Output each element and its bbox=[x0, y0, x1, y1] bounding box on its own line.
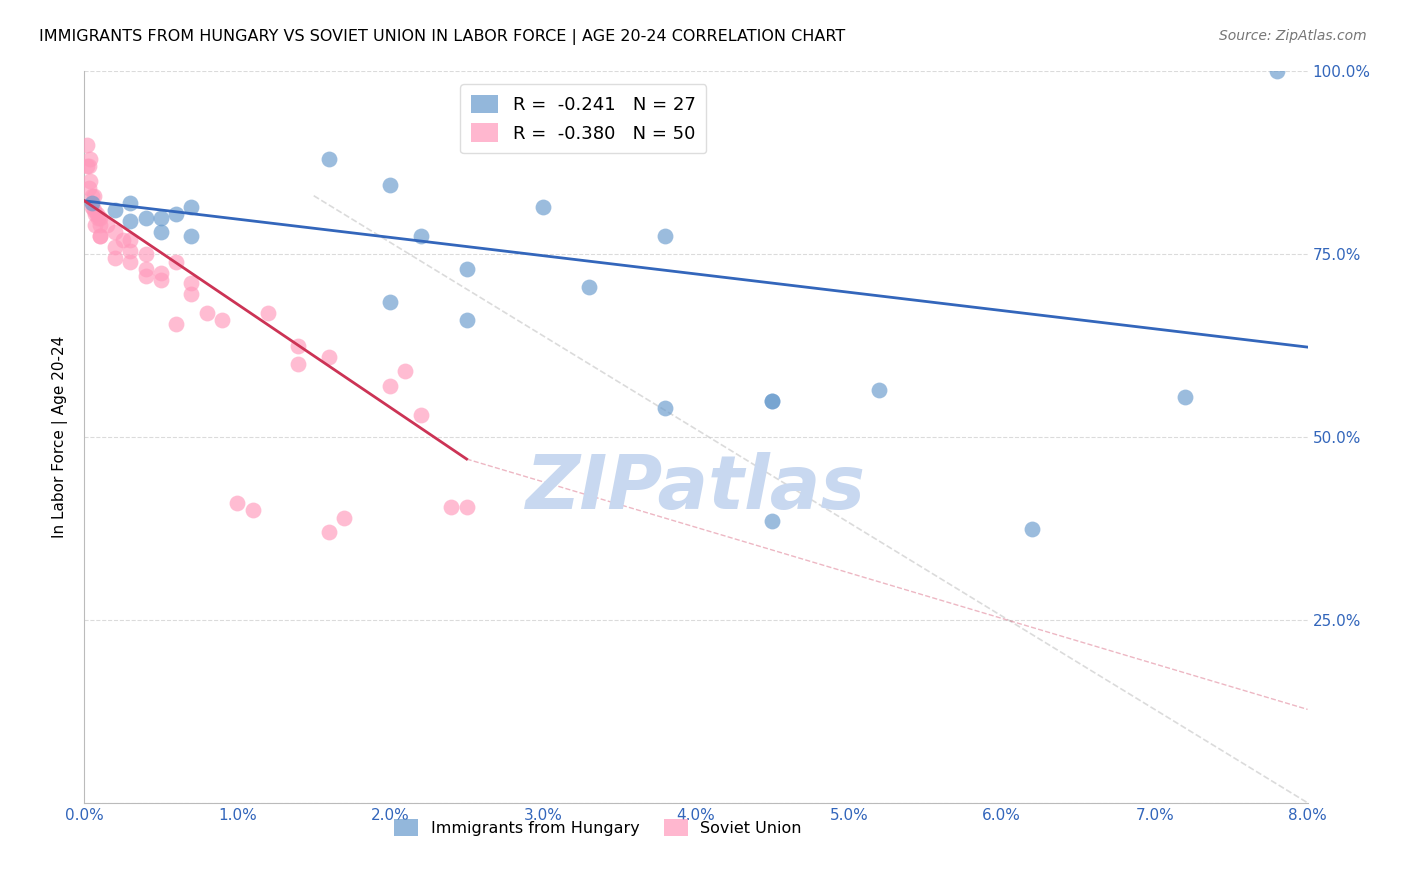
Point bbox=[165, 317, 187, 331]
Point bbox=[211, 313, 233, 327]
Text: Source: ZipAtlas.com: Source: ZipAtlas.com bbox=[1219, 29, 1367, 44]
Text: IMMIGRANTS FROM HUNGARY VS SOVIET UNION IN LABOR FORCE | AGE 20-24 CORRELATION C: IMMIGRANTS FROM HUNGARY VS SOVIET UNION … bbox=[39, 29, 845, 45]
Point bbox=[135, 211, 157, 225]
Point bbox=[456, 261, 478, 276]
Point bbox=[120, 196, 142, 211]
Point bbox=[226, 496, 249, 510]
Point bbox=[149, 266, 172, 280]
Point bbox=[654, 228, 676, 243]
Point bbox=[318, 525, 340, 540]
Point bbox=[409, 408, 432, 422]
Point bbox=[180, 277, 202, 291]
Point bbox=[761, 393, 783, 408]
Point bbox=[104, 225, 127, 239]
Point bbox=[1265, 64, 1288, 78]
Point bbox=[83, 203, 105, 218]
Point bbox=[394, 364, 416, 378]
Point bbox=[120, 244, 142, 258]
Point bbox=[96, 218, 118, 232]
Point bbox=[89, 228, 111, 243]
Point bbox=[120, 254, 142, 268]
Point bbox=[135, 261, 157, 276]
Point bbox=[180, 200, 202, 214]
Point bbox=[84, 207, 107, 221]
Point bbox=[80, 196, 103, 211]
Point bbox=[76, 137, 98, 152]
Point bbox=[76, 160, 98, 174]
Point bbox=[79, 152, 101, 166]
Point bbox=[257, 306, 280, 320]
Point bbox=[80, 200, 103, 214]
Point bbox=[120, 233, 142, 247]
Legend: Immigrants from Hungary, Soviet Union: Immigrants from Hungary, Soviet Union bbox=[388, 813, 808, 842]
Point bbox=[195, 306, 218, 320]
Point bbox=[149, 225, 172, 239]
Point bbox=[409, 228, 432, 243]
Point bbox=[135, 269, 157, 284]
Point bbox=[1021, 521, 1043, 535]
Point bbox=[380, 178, 402, 192]
Point bbox=[104, 203, 127, 218]
Point bbox=[1174, 390, 1197, 404]
Point bbox=[180, 228, 202, 243]
Point bbox=[578, 280, 600, 294]
Point bbox=[165, 207, 187, 221]
Point bbox=[89, 218, 111, 232]
Point bbox=[104, 251, 127, 265]
Point bbox=[111, 233, 134, 247]
Point bbox=[149, 273, 172, 287]
Text: ZIPatlas: ZIPatlas bbox=[526, 451, 866, 524]
Point bbox=[89, 228, 111, 243]
Point bbox=[79, 174, 101, 188]
Y-axis label: In Labor Force | Age 20-24: In Labor Force | Age 20-24 bbox=[52, 336, 69, 538]
Point bbox=[456, 500, 478, 514]
Point bbox=[180, 287, 202, 301]
Point bbox=[80, 188, 103, 202]
Point bbox=[380, 379, 402, 393]
Point bbox=[761, 514, 783, 528]
Point bbox=[86, 207, 108, 221]
Point bbox=[318, 350, 340, 364]
Point bbox=[165, 254, 187, 268]
Point bbox=[149, 211, 172, 225]
Point bbox=[77, 181, 100, 195]
Point bbox=[89, 211, 111, 225]
Point bbox=[287, 338, 309, 352]
Point bbox=[84, 218, 107, 232]
Point bbox=[104, 240, 127, 254]
Point bbox=[242, 503, 264, 517]
Point bbox=[333, 510, 356, 524]
Point bbox=[440, 500, 463, 514]
Point bbox=[135, 247, 157, 261]
Point bbox=[380, 294, 402, 309]
Point bbox=[456, 313, 478, 327]
Point bbox=[318, 152, 340, 166]
Point bbox=[83, 188, 105, 202]
Point bbox=[869, 383, 891, 397]
Point bbox=[77, 160, 100, 174]
Point bbox=[287, 357, 309, 371]
Point bbox=[761, 393, 783, 408]
Point bbox=[654, 401, 676, 415]
Point bbox=[531, 200, 554, 214]
Point bbox=[87, 211, 110, 225]
Point bbox=[120, 214, 142, 228]
